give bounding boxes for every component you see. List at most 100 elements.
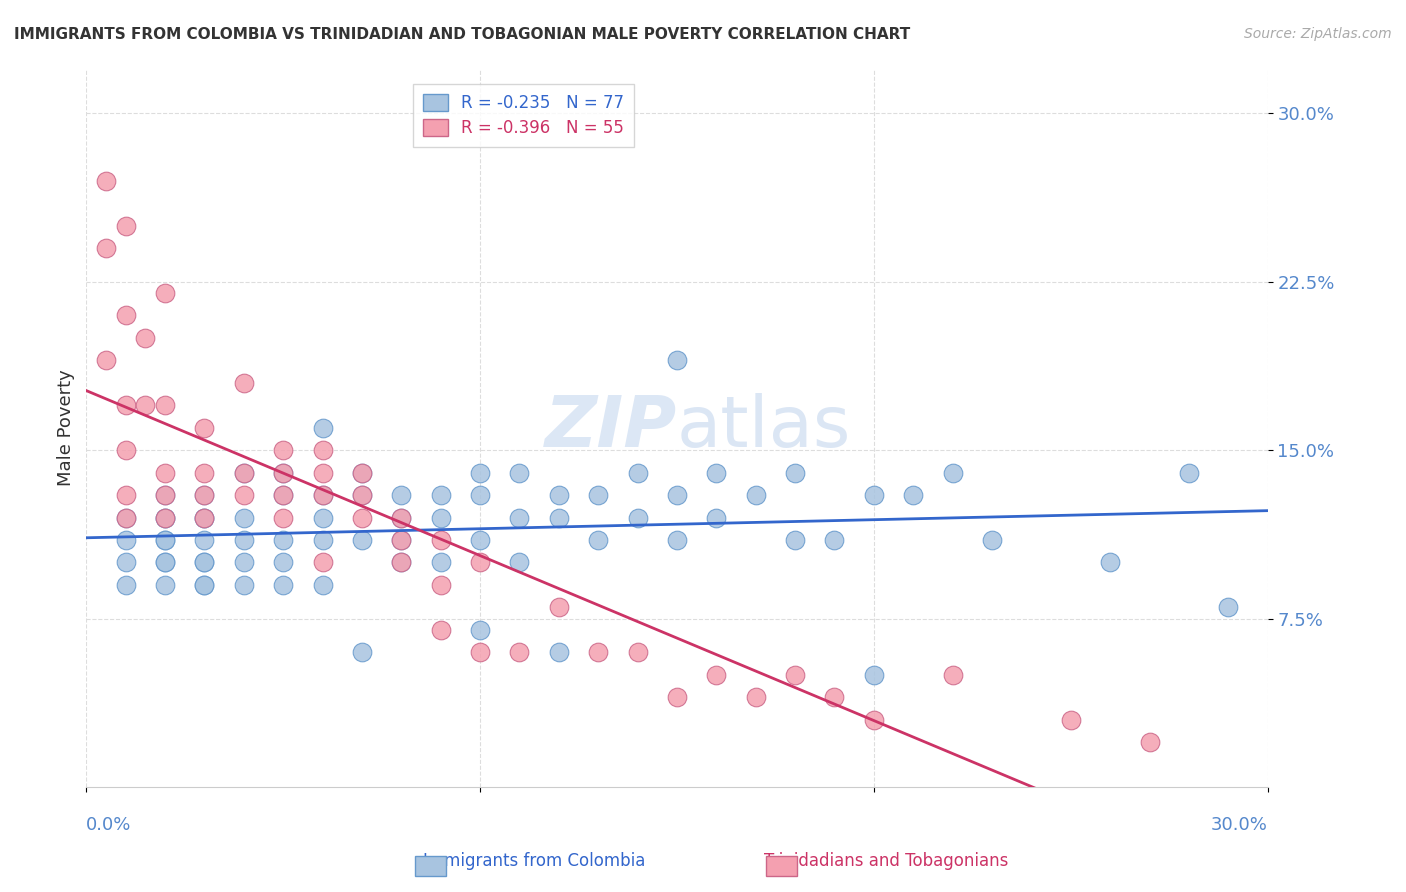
Point [389, 556, 412, 570]
Point [389, 510, 412, 524]
Point [981, 533, 1004, 547]
Point [193, 510, 215, 524]
Point [1178, 466, 1201, 480]
Text: atlas: atlas [676, 393, 852, 462]
Point [153, 533, 176, 547]
Point [626, 466, 648, 480]
Point [785, 667, 807, 681]
Point [350, 533, 373, 547]
Point [350, 466, 373, 480]
Point [271, 510, 294, 524]
Point [232, 556, 254, 570]
Point [468, 533, 491, 547]
Text: IMMIGRANTS FROM COLOMBIA VS TRINIDADIAN AND TOBAGONIAN MALE POVERTY CORRELATION : IMMIGRANTS FROM COLOMBIA VS TRINIDADIAN … [14, 27, 910, 42]
Point [429, 623, 451, 637]
Point [429, 533, 451, 547]
Point [193, 533, 215, 547]
Point [232, 488, 254, 502]
Point [232, 510, 254, 524]
Point [271, 488, 294, 502]
Point [311, 488, 333, 502]
Point [271, 466, 294, 480]
Point [193, 488, 215, 502]
Point [153, 510, 176, 524]
Point [429, 488, 451, 502]
Point [468, 556, 491, 570]
Point [134, 331, 156, 345]
Point [665, 533, 688, 547]
Text: Trinidadians and Tobagonians: Trinidadians and Tobagonians [763, 852, 1008, 870]
Point [903, 488, 925, 502]
Point [114, 533, 136, 547]
Point [311, 466, 333, 480]
Point [153, 510, 176, 524]
Point [1060, 713, 1083, 727]
Point [704, 667, 727, 681]
Point [665, 353, 688, 368]
Point [153, 488, 176, 502]
Point [942, 667, 965, 681]
Point [824, 533, 846, 547]
Point [389, 533, 412, 547]
Point [665, 690, 688, 705]
Point [114, 398, 136, 412]
Point [153, 556, 176, 570]
Point [114, 488, 136, 502]
Point [271, 533, 294, 547]
Point [468, 466, 491, 480]
Point [508, 556, 530, 570]
Point [271, 466, 294, 480]
Point [586, 645, 609, 659]
Point [350, 466, 373, 480]
Point [942, 466, 965, 480]
Point [311, 443, 333, 458]
Point [232, 376, 254, 390]
Point [311, 510, 333, 524]
Point [311, 488, 333, 502]
Point [232, 533, 254, 547]
Point [311, 556, 333, 570]
Point [311, 578, 333, 592]
Point [193, 510, 215, 524]
Point [389, 533, 412, 547]
Point [193, 466, 215, 480]
Point [350, 645, 373, 659]
Point [429, 510, 451, 524]
Point [785, 533, 807, 547]
Point [153, 510, 176, 524]
Point [429, 578, 451, 592]
Point [429, 556, 451, 570]
Point [153, 398, 176, 412]
Point [193, 556, 215, 570]
Point [232, 578, 254, 592]
Point [586, 488, 609, 502]
Point [508, 510, 530, 524]
Point [547, 510, 569, 524]
Point [271, 578, 294, 592]
Point [350, 510, 373, 524]
Point [508, 466, 530, 480]
Point [745, 690, 768, 705]
Point [271, 556, 294, 570]
Point [114, 510, 136, 524]
Point [626, 645, 648, 659]
Point [114, 309, 136, 323]
Point [94, 174, 117, 188]
Text: 0.0%: 0.0% [86, 815, 132, 834]
Point [626, 510, 648, 524]
Point [114, 443, 136, 458]
Point [1218, 600, 1240, 615]
Point [153, 578, 176, 592]
Point [153, 533, 176, 547]
Point [114, 510, 136, 524]
Point [153, 556, 176, 570]
Point [547, 488, 569, 502]
Point [350, 488, 373, 502]
Point [232, 466, 254, 480]
Point [350, 488, 373, 502]
Point [114, 556, 136, 570]
Point [389, 556, 412, 570]
Point [153, 488, 176, 502]
Point [1099, 556, 1122, 570]
Point [389, 488, 412, 502]
